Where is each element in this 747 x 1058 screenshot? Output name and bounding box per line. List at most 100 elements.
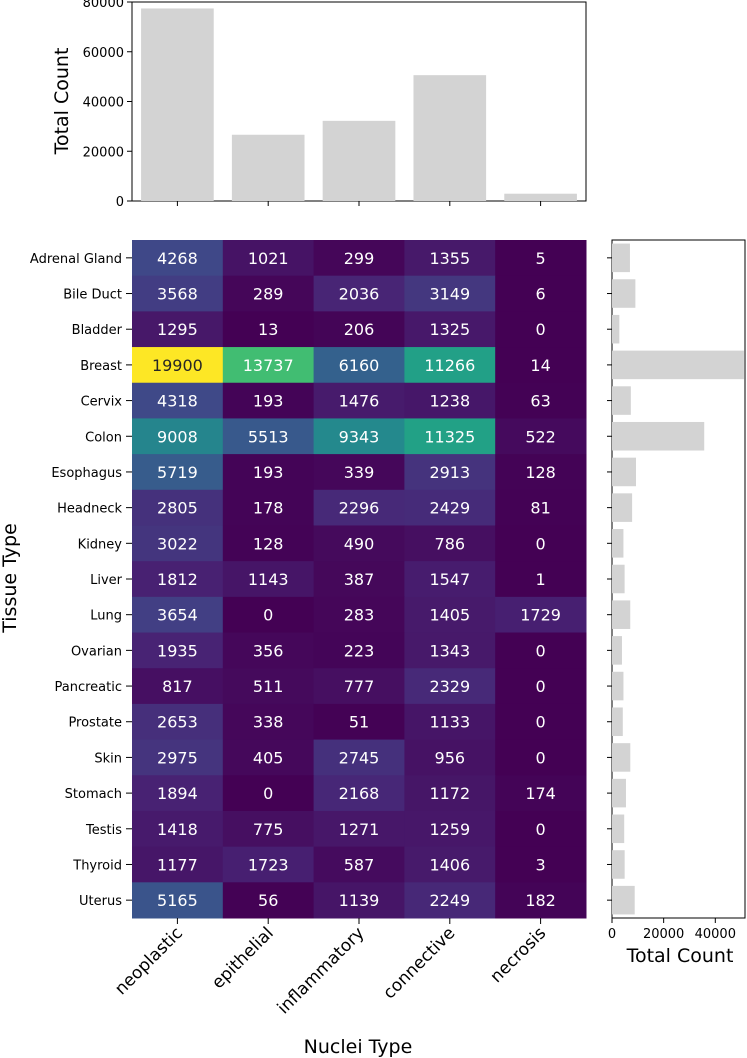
right-bar (612, 671, 624, 701)
heatmap-cell (222, 525, 315, 562)
heatmap-cell (222, 775, 315, 812)
heatmap-cell-label: 4318 (157, 392, 198, 411)
heatmap-cell-label: 1476 (339, 392, 380, 411)
row-tick-label: Esophagus (51, 466, 122, 481)
row-tick-label: Stomach (65, 787, 122, 802)
heatmap-cell (404, 561, 496, 598)
heatmap-cell (222, 668, 315, 705)
row-tick-label: Colon (85, 430, 122, 445)
heatmap-cell (495, 846, 587, 883)
heatmap-cell-label: 2296 (339, 499, 380, 518)
heatmap-cell (222, 347, 315, 384)
heatmap-cell-label: 2745 (339, 748, 380, 767)
heatmap-cell (404, 347, 496, 384)
heatmap-cell-label: 2249 (429, 891, 470, 910)
heatmap-cell-label: 9343 (339, 427, 380, 446)
heatmap-cell (132, 810, 224, 848)
right-bar-xtick-label: 20000 (643, 927, 684, 942)
heatmap-cell (495, 668, 587, 705)
col-tick-label: inflammatory (274, 923, 369, 1018)
heatmap-cell (495, 418, 587, 455)
heatmap-cell (495, 454, 587, 491)
top-bar-ytick-label: 60000 (83, 46, 124, 61)
heatmap-cell-label: 0 (536, 641, 546, 660)
top-bar-ytick-label: 80000 (83, 0, 124, 11)
heatmap-cell-label: 2653 (157, 713, 198, 732)
heatmap-cell (495, 810, 587, 848)
heatmap-cell (404, 311, 496, 348)
heatmap-cell-label: 63 (530, 392, 550, 411)
row-tick-label: Skin (94, 751, 122, 766)
heatmap-cell-label: 775 (253, 820, 284, 839)
top-bar-ytick-label: 40000 (83, 96, 124, 111)
heatmap-cell (222, 240, 315, 277)
row-tick-label: Thyroid (72, 858, 122, 873)
heatmap-cell-label: 1723 (248, 855, 289, 874)
heatmap-cell (404, 525, 496, 562)
heatmap-cell (132, 775, 224, 812)
right-bar (612, 850, 625, 879)
heatmap-cell (222, 596, 315, 634)
heatmap-cell-label: 786 (435, 534, 466, 553)
heatmap-ylabel: Tissue Type (0, 523, 21, 634)
heatmap-cell (222, 418, 315, 455)
heatmap-cell (132, 668, 224, 705)
heatmap-cell-label: 1177 (157, 855, 198, 874)
right-bar (612, 636, 622, 665)
heatmap-cell-label: 587 (344, 855, 375, 874)
right-bar-xtick-label: 40000 (695, 927, 736, 942)
heatmap-cell-label: 1133 (429, 713, 470, 732)
heatmap-cell (132, 846, 224, 883)
heatmap-cell (132, 632, 224, 669)
right-bar (612, 279, 636, 308)
heatmap-cell (313, 882, 405, 919)
heatmap-cell-label: 1343 (429, 641, 470, 660)
heatmap-cell (313, 810, 405, 848)
heatmap-cell-label: 1259 (429, 820, 470, 839)
heatmap-cell (404, 489, 496, 526)
heatmap-cell-label: 2805 (157, 499, 198, 518)
heatmap-cell (132, 739, 224, 776)
right-bar-chart: 0 20000 40000 (607, 239, 746, 942)
heatmap-cell-label: 128 (253, 534, 284, 553)
heatmap-cell-label: 0 (263, 784, 273, 803)
heatmap-cell (222, 561, 315, 598)
heatmap-cell (313, 240, 405, 277)
heatmap-cell (132, 489, 224, 526)
heatmap-cell-label: 3568 (157, 285, 198, 304)
heatmap-cell-label: 6160 (339, 356, 380, 375)
heatmap-cell-label: 2329 (429, 677, 470, 696)
heatmap-cell-label: 490 (344, 534, 375, 553)
row-tick-label: Pancreatic (55, 680, 123, 695)
top-bar (141, 8, 214, 201)
heatmap-cell (313, 347, 405, 384)
heatmap-cell-label: 56 (258, 891, 278, 910)
heatmap-cell (132, 240, 224, 277)
heatmap-cell-label: 9008 (157, 427, 198, 446)
col-tick-label: connective (379, 923, 459, 1003)
heatmap-cell (495, 525, 587, 562)
heatmap-cell (404, 810, 496, 848)
right-bar-xtick-label: 0 (608, 927, 616, 942)
row-tick-label: Adrenal Gland (30, 252, 122, 267)
heatmap-cell (222, 489, 315, 526)
heatmap-cell-label: 5513 (248, 427, 289, 446)
right-bar-frame (611, 239, 746, 919)
row-tick-label: Uterus (79, 894, 122, 909)
heatmap-cell-label: 13 (258, 320, 278, 339)
heatmap-cell-label: 5 (536, 249, 546, 268)
row-tick-label: Cervix (81, 395, 123, 410)
heatmap-cell (132, 703, 224, 741)
heatmap-cell (495, 311, 587, 348)
heatmap-cell (132, 382, 224, 419)
right-bar (612, 600, 631, 629)
top-bar-ytick-label: 0 (116, 195, 124, 210)
heatmap-cell-label: 2429 (429, 499, 470, 518)
heatmap-cell-label: 4268 (157, 249, 198, 268)
heatmap-cell-label: 0 (536, 748, 546, 767)
heatmap-cell (404, 739, 496, 776)
heatmap-cell-label: 0 (536, 677, 546, 696)
heatmap-cell-label: 5165 (157, 891, 198, 910)
heatmap-cell-label: 956 (435, 748, 466, 767)
heatmap-cell (313, 489, 405, 526)
